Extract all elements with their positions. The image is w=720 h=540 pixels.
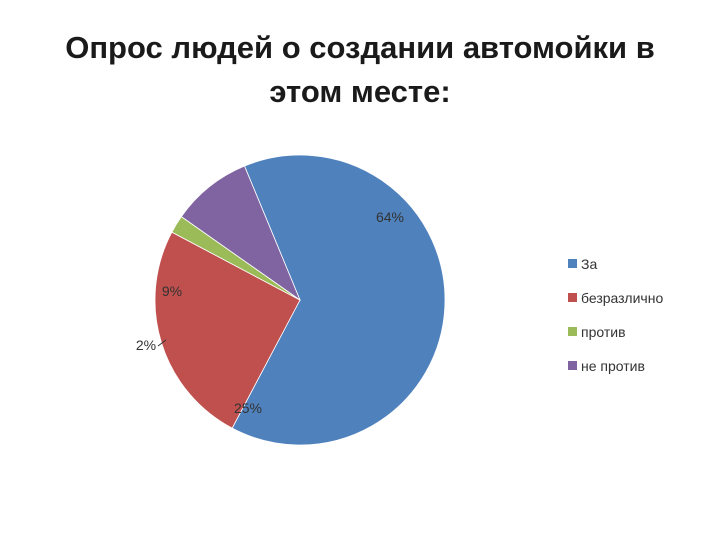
data-label: 25%	[234, 400, 262, 416]
legend-swatch	[568, 293, 577, 302]
legend-label: За	[581, 256, 597, 272]
legend-swatch	[568, 361, 577, 370]
legend-label: не против	[581, 358, 645, 374]
chart-title-line-1: Опрос людей о создании автомойки в	[65, 30, 655, 65]
legend: За безразлично против не против	[568, 256, 663, 374]
pie-slice	[180, 165, 301, 302]
data-label: 2%	[136, 337, 156, 353]
legend-label: против	[581, 324, 626, 340]
leader-lines	[157, 339, 167, 347]
data-label: 64%	[376, 209, 404, 225]
legend-swatch	[568, 259, 577, 268]
data-labels: 64% 25% 2% 9%	[136, 209, 404, 416]
legend-label: безразлично	[581, 290, 663, 306]
legend-swatch	[568, 327, 577, 336]
chart-title-line-2: этом месте:	[269, 74, 451, 109]
pie-slice	[231, 154, 446, 446]
chart-title: Опрос людей о создании автомойки в этом …	[0, 26, 720, 114]
pie-slices	[154, 154, 446, 446]
data-label: 9%	[162, 283, 182, 299]
leader-line	[157, 339, 167, 347]
